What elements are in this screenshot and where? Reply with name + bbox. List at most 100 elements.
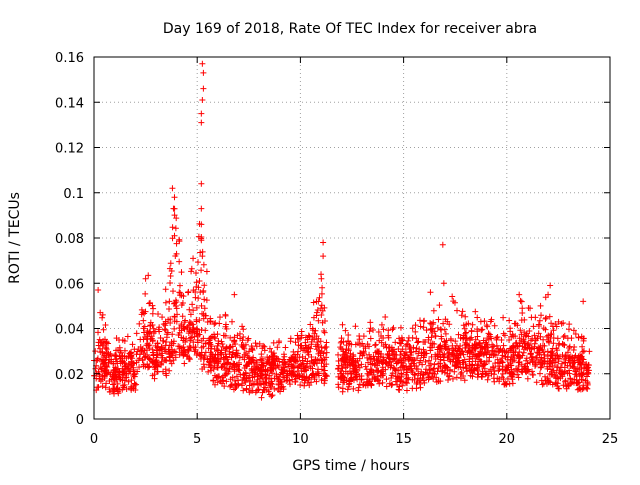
data-point xyxy=(167,260,174,267)
data-point xyxy=(522,368,529,375)
data-point xyxy=(479,374,486,381)
data-point xyxy=(166,353,173,360)
x-tick-label: 5 xyxy=(193,432,201,447)
data-point xyxy=(366,351,373,358)
data-point xyxy=(252,340,259,347)
data-point xyxy=(185,289,192,296)
y-tick-label: 0.1 xyxy=(63,187,84,202)
data-point xyxy=(191,333,198,340)
data-point xyxy=(96,336,103,343)
data-point xyxy=(477,318,484,325)
data-point xyxy=(579,356,586,363)
data-point xyxy=(538,312,545,319)
data-point xyxy=(167,273,174,280)
data-point xyxy=(200,85,207,92)
data-point xyxy=(417,357,424,364)
data-point xyxy=(198,267,205,274)
data-point xyxy=(417,376,424,383)
y-tick-label: 0.04 xyxy=(55,323,84,338)
data-point xyxy=(450,298,457,305)
data-point xyxy=(110,390,117,397)
data-point xyxy=(393,360,400,367)
data-point xyxy=(157,335,164,342)
data-point xyxy=(189,301,196,308)
y-tick-label: 0.02 xyxy=(55,368,84,383)
data-point xyxy=(304,336,311,343)
data-point xyxy=(241,356,248,363)
data-point xyxy=(207,356,214,363)
data-point xyxy=(529,357,536,364)
data-point xyxy=(267,384,274,391)
data-point xyxy=(222,321,229,328)
data-point xyxy=(549,362,556,369)
data-point xyxy=(239,376,246,383)
data-point xyxy=(155,311,162,318)
data-point xyxy=(507,370,514,377)
data-point xyxy=(457,364,464,371)
data-point xyxy=(342,349,349,356)
data-point xyxy=(572,330,579,337)
data-point xyxy=(435,378,442,385)
data-point xyxy=(316,294,323,301)
data-point xyxy=(166,306,173,313)
data-point xyxy=(149,310,156,317)
data-point xyxy=(147,319,154,326)
data-point xyxy=(519,305,526,312)
data-point xyxy=(409,369,416,376)
data-point xyxy=(230,360,237,367)
data-point xyxy=(362,345,369,352)
data-point xyxy=(203,268,210,275)
data-point xyxy=(463,364,470,371)
data-point xyxy=(310,299,317,306)
data-point xyxy=(259,355,266,362)
data-point xyxy=(121,377,128,384)
data-point xyxy=(428,353,435,360)
data-point xyxy=(436,302,443,309)
data-point xyxy=(110,368,117,375)
data-point xyxy=(280,356,287,363)
data-point xyxy=(338,338,345,345)
data-point xyxy=(383,383,390,390)
data-point xyxy=(133,330,140,337)
data-point xyxy=(173,250,180,257)
data-point xyxy=(561,342,568,349)
data-point xyxy=(382,314,389,321)
data-point xyxy=(340,377,347,384)
data-point xyxy=(259,368,266,375)
data-point xyxy=(257,356,264,363)
data-point xyxy=(130,372,137,379)
data-point xyxy=(240,326,247,333)
data-point xyxy=(358,361,365,368)
data-point xyxy=(546,361,553,368)
data-point xyxy=(484,376,491,383)
data-point xyxy=(282,344,289,351)
data-point xyxy=(413,335,420,342)
data-point xyxy=(401,352,408,359)
y-tick-label: 0 xyxy=(76,413,84,428)
data-point xyxy=(274,344,281,351)
data-point xyxy=(292,339,299,346)
data-point xyxy=(572,352,579,359)
data-point xyxy=(303,344,310,351)
data-point xyxy=(339,388,346,395)
data-point xyxy=(208,351,215,358)
data-point xyxy=(337,339,344,346)
data-point xyxy=(230,386,237,393)
data-point xyxy=(494,356,501,363)
data-point xyxy=(507,328,514,335)
data-point xyxy=(547,282,554,289)
data-point xyxy=(443,364,450,371)
data-point xyxy=(460,332,467,339)
data-point xyxy=(385,332,392,339)
data-point xyxy=(224,359,231,366)
data-point xyxy=(181,319,188,326)
data-point xyxy=(318,377,325,384)
y-tick-label: 0.16 xyxy=(55,51,84,66)
data-point xyxy=(492,360,499,367)
data-point xyxy=(305,348,312,355)
data-point xyxy=(534,335,541,342)
data-point xyxy=(434,324,441,331)
data-point xyxy=(375,328,382,335)
data-point xyxy=(521,339,528,346)
data-point xyxy=(219,380,226,387)
